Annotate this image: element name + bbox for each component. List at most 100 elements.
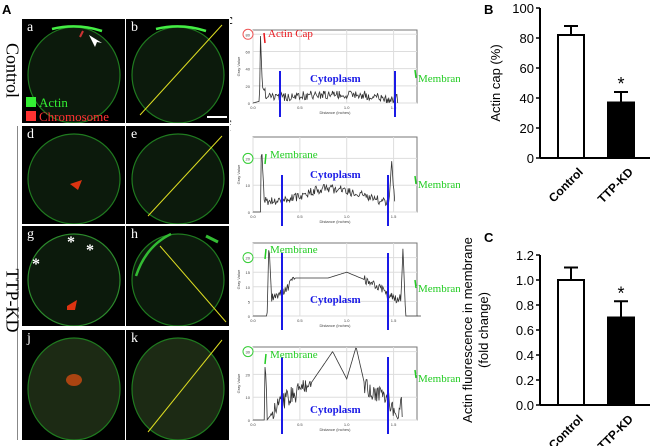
x-tick-label: 1.0 bbox=[344, 214, 350, 219]
plot-label: f bbox=[230, 119, 232, 135]
y-tick-label: 30 bbox=[246, 350, 251, 355]
micrograph-a: a bbox=[22, 19, 125, 124]
micrograph-j: j bbox=[22, 330, 125, 441]
oocyte-image bbox=[27, 337, 121, 441]
y-tick-label: 60 bbox=[246, 49, 251, 54]
micrograph-d: d bbox=[22, 126, 125, 225]
significance-asterisk: * bbox=[617, 74, 624, 94]
y-tick-label: 20 bbox=[246, 84, 251, 89]
micrograph-label: k bbox=[131, 331, 138, 346]
micrograph-k: k bbox=[126, 330, 229, 441]
annotation-membrane: Membrane bbox=[418, 73, 460, 85]
y-tick-label: 0 bbox=[248, 418, 251, 423]
legend-chromosome: Chromosome bbox=[26, 109, 109, 125]
y-tick-label: 60 bbox=[520, 61, 534, 76]
micrograph-e: e bbox=[126, 126, 229, 225]
annotation-arrow bbox=[414, 369, 417, 379]
max-value-circle bbox=[242, 152, 254, 164]
x-tick-label: 1.5 bbox=[391, 105, 397, 110]
y-tick-label: 20 bbox=[246, 256, 251, 261]
annotation-cytoplasm: Cytoplasm bbox=[310, 294, 361, 306]
significance-asterisk: * bbox=[617, 283, 624, 303]
annotation-arrow bbox=[264, 353, 267, 365]
x-tick-label: 1.0 bbox=[344, 422, 350, 427]
y-axis-label: Gray Value bbox=[236, 269, 241, 289]
x-axis-label: Distance (inches) bbox=[320, 219, 352, 224]
y-tick-label: 80 bbox=[246, 32, 251, 37]
y-axis-label: Gray Value bbox=[236, 56, 241, 76]
y-tick-label: 0.0 bbox=[516, 398, 534, 413]
y-tick-label: 0.8 bbox=[516, 298, 534, 313]
oocyte-image bbox=[131, 24, 225, 124]
annotation-membrane: Membrane bbox=[270, 244, 318, 256]
annotation-actin-cap: Actin Cap bbox=[268, 28, 313, 40]
y-tick-label: 1.0 bbox=[516, 273, 534, 288]
oocyte-image bbox=[131, 133, 225, 225]
y-tick-label: 0 bbox=[527, 151, 534, 166]
x-axis-label: Distance (inches) bbox=[320, 110, 352, 115]
y-tick-label: 100 bbox=[512, 1, 534, 16]
bar-control bbox=[557, 34, 585, 159]
y-tick-label: 80 bbox=[520, 31, 534, 46]
legend-actin-label: Actin bbox=[39, 95, 68, 110]
plot-frame bbox=[252, 242, 418, 317]
annotation-cytoplasm: Cytoplasm bbox=[310, 169, 361, 181]
asterisk-marker: * bbox=[32, 256, 40, 273]
x-tick-label: Control bbox=[546, 165, 586, 205]
oocyte-image bbox=[131, 337, 225, 441]
intensity-trace bbox=[253, 248, 421, 317]
micrograph-g: g * * * bbox=[22, 226, 125, 327]
max-value-circle bbox=[242, 346, 254, 358]
y-axis-label: Gray Value bbox=[236, 164, 241, 184]
x-tick-label: 0.5 bbox=[297, 318, 303, 323]
y-tick-label: 1.2 bbox=[516, 248, 534, 263]
micrograph-b: b bbox=[126, 19, 229, 124]
oocyte-image bbox=[27, 25, 121, 124]
micrograph-label: j bbox=[27, 331, 31, 346]
y-tick-label: 0 bbox=[248, 314, 251, 319]
y-tick-label: 10 bbox=[246, 395, 251, 400]
x-axis-label: Distance (inches) bbox=[320, 323, 352, 328]
annotation-arrow bbox=[414, 69, 417, 79]
x-tick-label: TTP-KD bbox=[595, 412, 636, 446]
bar-chart-B: 0 20 40 60 80 100 Actin cap (%) Control * TTP-KD bbox=[488, 1, 650, 206]
bar-ttp-kd bbox=[607, 316, 635, 406]
annotation-membrane: Membrane bbox=[418, 283, 460, 295]
x-tick-label: 0.5 bbox=[297, 422, 303, 427]
micrograph-label: d bbox=[27, 127, 34, 142]
micrograph-label: a bbox=[27, 20, 34, 35]
asterisk-marker: * bbox=[67, 234, 75, 251]
x-tick-label: 1.5 bbox=[391, 318, 397, 323]
plot-frame bbox=[252, 29, 418, 104]
x-tick-label: 0.0 bbox=[250, 422, 256, 427]
y-axis-label: Actin fluorescence in membrane bbox=[460, 237, 475, 423]
y-tick-label: 0.2 bbox=[516, 373, 534, 388]
annotation-arrow bbox=[414, 175, 417, 185]
annotation-cytoplasm: Cytoplasm bbox=[310, 404, 361, 416]
annotation-membrane: Membrane bbox=[418, 373, 460, 385]
y-tick-label: 40 bbox=[520, 91, 534, 106]
profile-plot-c: c 0.0 0.5 1.0 1.5 0 20 40 60 80 Distance (inches) G… bbox=[230, 12, 460, 117]
y-axis-label: Actin cap (%) bbox=[488, 44, 503, 121]
y-tick-label: 10 bbox=[246, 183, 251, 188]
oocyte-image bbox=[131, 232, 227, 327]
y-tick-label: 0 bbox=[248, 210, 251, 215]
y-tick-label: 20 bbox=[246, 156, 251, 161]
annotation-arrow bbox=[263, 32, 266, 44]
panel-b-label: B bbox=[484, 2, 494, 17]
annotation-cytoplasm: Cytoplasm bbox=[310, 73, 361, 85]
x-tick-label: 0.0 bbox=[250, 214, 256, 219]
max-value-circle bbox=[242, 252, 254, 264]
annotation-arrow bbox=[264, 248, 267, 260]
x-tick-label: 0.0 bbox=[250, 105, 256, 110]
x-tick-label: 1.5 bbox=[391, 214, 397, 219]
plot-label: c bbox=[230, 12, 233, 28]
intensity-trace bbox=[253, 347, 403, 421]
x-tick-label: 1.0 bbox=[344, 318, 350, 323]
y-tick-label: 10 bbox=[246, 285, 251, 290]
x-tick-label: TTP-KD bbox=[595, 165, 636, 206]
annotation-arrow bbox=[264, 153, 267, 165]
row-label-ttp-kd: TTP-KD bbox=[2, 268, 23, 333]
